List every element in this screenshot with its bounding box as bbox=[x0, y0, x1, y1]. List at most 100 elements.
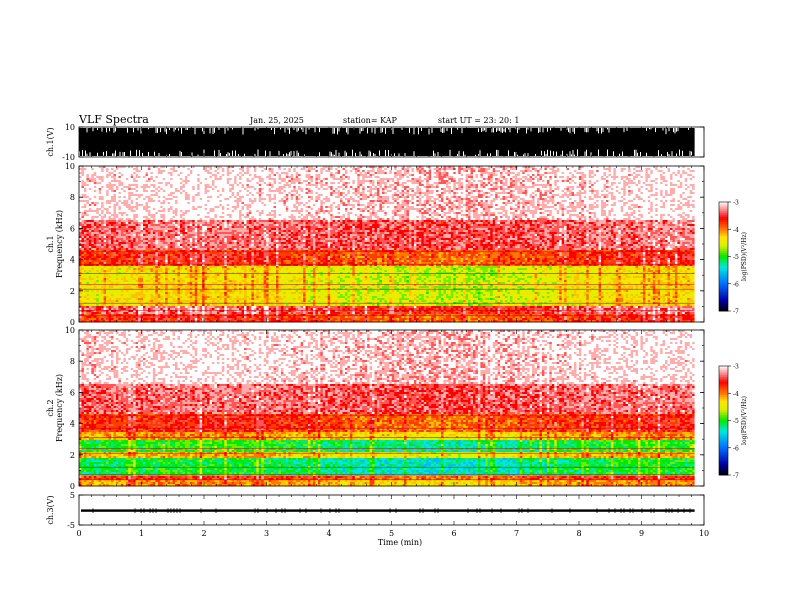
spectrogram-cell bbox=[468, 216, 471, 218]
spectrogram-cell bbox=[384, 230, 387, 232]
spectrogram-cell bbox=[210, 220, 215, 222]
ch1-waveform-gap bbox=[399, 153, 400, 156]
spectrogram-cell bbox=[212, 186, 215, 188]
spectrogram-cell bbox=[352, 188, 355, 190]
spectrogram-cell bbox=[197, 226, 200, 228]
spectrogram-cell bbox=[269, 196, 272, 198]
spectrogram-cell bbox=[522, 224, 525, 226]
spectrogram-cell bbox=[158, 210, 166, 212]
spectrogram-cell bbox=[539, 206, 542, 208]
spectrogram-cell bbox=[192, 226, 195, 228]
spectrogram-cell bbox=[131, 176, 134, 178]
spectrogram-cell bbox=[308, 192, 313, 194]
spectrogram-cell bbox=[269, 168, 272, 170]
spectrogram-cell bbox=[527, 194, 530, 196]
spectrogram-cell bbox=[653, 220, 656, 222]
spectrogram-cell bbox=[677, 226, 680, 228]
spectrogram-cell bbox=[407, 218, 410, 220]
spectrogram-cell bbox=[407, 194, 417, 196]
spectrogram-cell bbox=[517, 228, 520, 230]
spectrogram-cell bbox=[589, 196, 592, 198]
spectrogram-cell bbox=[94, 186, 97, 188]
ch1-waveform-gap bbox=[514, 152, 515, 156]
spectrogram-cell bbox=[104, 168, 107, 170]
spectrogram-cell bbox=[293, 196, 296, 198]
spectrogram-cell bbox=[101, 188, 109, 190]
spectrogram-cell bbox=[510, 182, 513, 184]
spectrogram-cell bbox=[357, 216, 362, 218]
spectrogram-cell bbox=[116, 208, 119, 210]
spectrogram-cell bbox=[261, 218, 269, 220]
spectrogram-cell bbox=[488, 176, 493, 178]
spectrogram-cell bbox=[79, 190, 84, 192]
spectrogram-cell bbox=[136, 204, 144, 206]
spectrogram-cell bbox=[569, 178, 572, 180]
spectrogram-cell bbox=[567, 222, 575, 224]
spectrogram-cell bbox=[362, 220, 367, 222]
spectrogram-cell bbox=[685, 214, 690, 216]
spectrogram-cell bbox=[680, 172, 683, 174]
spectrogram-cell bbox=[594, 192, 597, 194]
spectrogram-cell bbox=[576, 220, 581, 222]
spectrogram-cell bbox=[195, 224, 198, 226]
spectrogram-cell bbox=[335, 206, 340, 208]
spectrogram-cell bbox=[335, 202, 340, 204]
spectrogram-cell bbox=[276, 178, 279, 180]
spectrogram-cell bbox=[599, 218, 604, 220]
spectrogram-cell bbox=[658, 210, 673, 212]
spectrogram-cell bbox=[429, 170, 432, 172]
spectrogram-cell bbox=[377, 180, 385, 182]
spectrogram-cell bbox=[104, 178, 114, 180]
spectrogram-cell bbox=[389, 206, 394, 208]
spectrogram-cell bbox=[616, 168, 621, 170]
spectrogram-cell bbox=[682, 194, 695, 196]
ch1-waveform-gap bbox=[402, 128, 403, 130]
spectrogram-cell bbox=[318, 180, 321, 182]
spectrogram-cell bbox=[461, 174, 464, 176]
spectrogram-cell bbox=[133, 214, 138, 216]
spectrogram-cell bbox=[357, 170, 360, 172]
spectrogram-cell bbox=[333, 224, 338, 226]
spectrogram-cell bbox=[544, 228, 547, 230]
spectrogram-cell bbox=[244, 204, 252, 206]
spectrogram-cell bbox=[530, 212, 538, 214]
spectrogram-cell bbox=[333, 204, 338, 206]
spectrogram-cell bbox=[490, 202, 493, 204]
spectrogram-cell bbox=[591, 186, 604, 188]
spectrogram-cell bbox=[562, 202, 570, 204]
spectrogram-cell bbox=[441, 174, 444, 176]
spectrogram-cell bbox=[606, 206, 621, 208]
spectrogram-cell bbox=[94, 222, 97, 224]
spectrogram-cell bbox=[579, 182, 584, 184]
spectrogram-cell bbox=[611, 198, 616, 200]
spectrogram-cell bbox=[663, 194, 666, 196]
spectrogram-cell bbox=[271, 176, 279, 178]
spectrogram-cell bbox=[335, 230, 338, 232]
spectrogram-cell bbox=[296, 200, 299, 202]
spectrogram-cell bbox=[269, 188, 272, 190]
ch1-waveform-gap bbox=[127, 128, 128, 133]
spectrogram-cell bbox=[249, 168, 254, 170]
spectrogram-cell bbox=[84, 170, 102, 172]
spectrogram-cell bbox=[485, 216, 488, 218]
spectrogram-cell bbox=[160, 200, 163, 202]
spectrogram-cell bbox=[640, 192, 643, 194]
spectrogram-cell bbox=[104, 212, 107, 214]
spectrogram-cell bbox=[315, 230, 318, 232]
spectrogram-cell bbox=[310, 216, 315, 218]
spectrogram-cell bbox=[313, 190, 333, 192]
spectrogram-cell bbox=[409, 176, 419, 178]
spectrogram-cell bbox=[229, 216, 232, 218]
spectrogram-cell bbox=[451, 224, 454, 226]
spectrogram-cell bbox=[567, 228, 572, 230]
spectrogram-cell bbox=[510, 184, 515, 186]
spectrogram-cell bbox=[480, 168, 485, 170]
spectrogram-cell bbox=[394, 174, 402, 176]
spectrogram-cell bbox=[182, 226, 185, 228]
spectrogram-cell bbox=[643, 198, 656, 200]
spectrogram-cell bbox=[323, 180, 341, 182]
spectrogram-cell bbox=[379, 204, 382, 206]
spectrogram-cell bbox=[559, 224, 562, 226]
spectrogram-cell bbox=[239, 216, 242, 218]
spectrogram-cell bbox=[490, 224, 495, 226]
